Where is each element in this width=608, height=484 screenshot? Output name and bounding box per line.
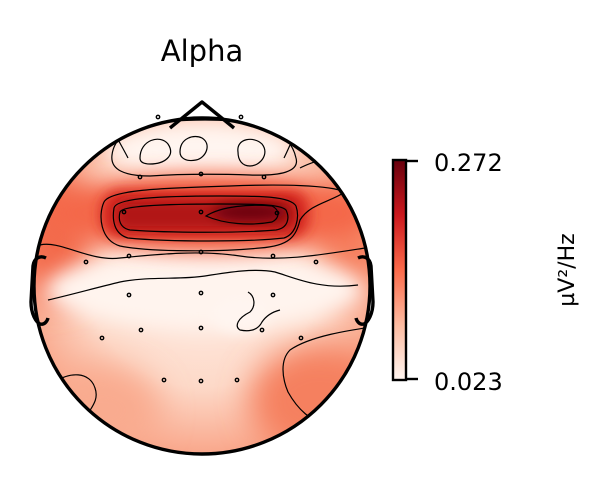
sensor [161,377,167,383]
sensor [155,114,161,120]
electrode-sensors [83,114,319,384]
head-circle [32,116,372,456]
colorbar: 0.272 0.023 µV²/Hz [391,149,580,396]
sensor [121,209,127,215]
colorbar-unit-label: µV²/Hz [555,233,580,306]
sensor [261,174,267,180]
sensor [198,249,204,255]
sensor [126,292,132,298]
sensor [198,209,204,215]
sensor [126,253,132,259]
sensor [298,335,304,341]
chart-title: Alpha [161,34,243,68]
colorbar-gradient [393,160,406,380]
sensor [198,290,204,296]
head-outline [29,100,375,456]
sensor [238,114,244,120]
sensor [99,335,105,341]
sensor [137,174,143,180]
sensor [234,377,240,383]
colorbar-max-label: 0.272 [434,149,503,177]
left-ear [29,255,50,326]
field-mid-light [45,250,365,330]
colorbar-frame [391,158,408,382]
sensor [198,325,204,331]
colorbar-min-label: 0.023 [434,368,503,396]
field-central-light [212,297,268,333]
sensor [274,210,280,216]
sensor [198,378,204,384]
sensor [270,292,276,298]
sensor [259,327,265,333]
topomap-field [34,118,370,454]
sensor [83,259,89,265]
sensor [270,253,276,259]
sensor [138,327,144,333]
sensor [313,259,319,265]
nose [168,100,236,130]
right-ear [354,255,375,326]
contour-lines [39,119,370,429]
sensor [198,171,204,177]
